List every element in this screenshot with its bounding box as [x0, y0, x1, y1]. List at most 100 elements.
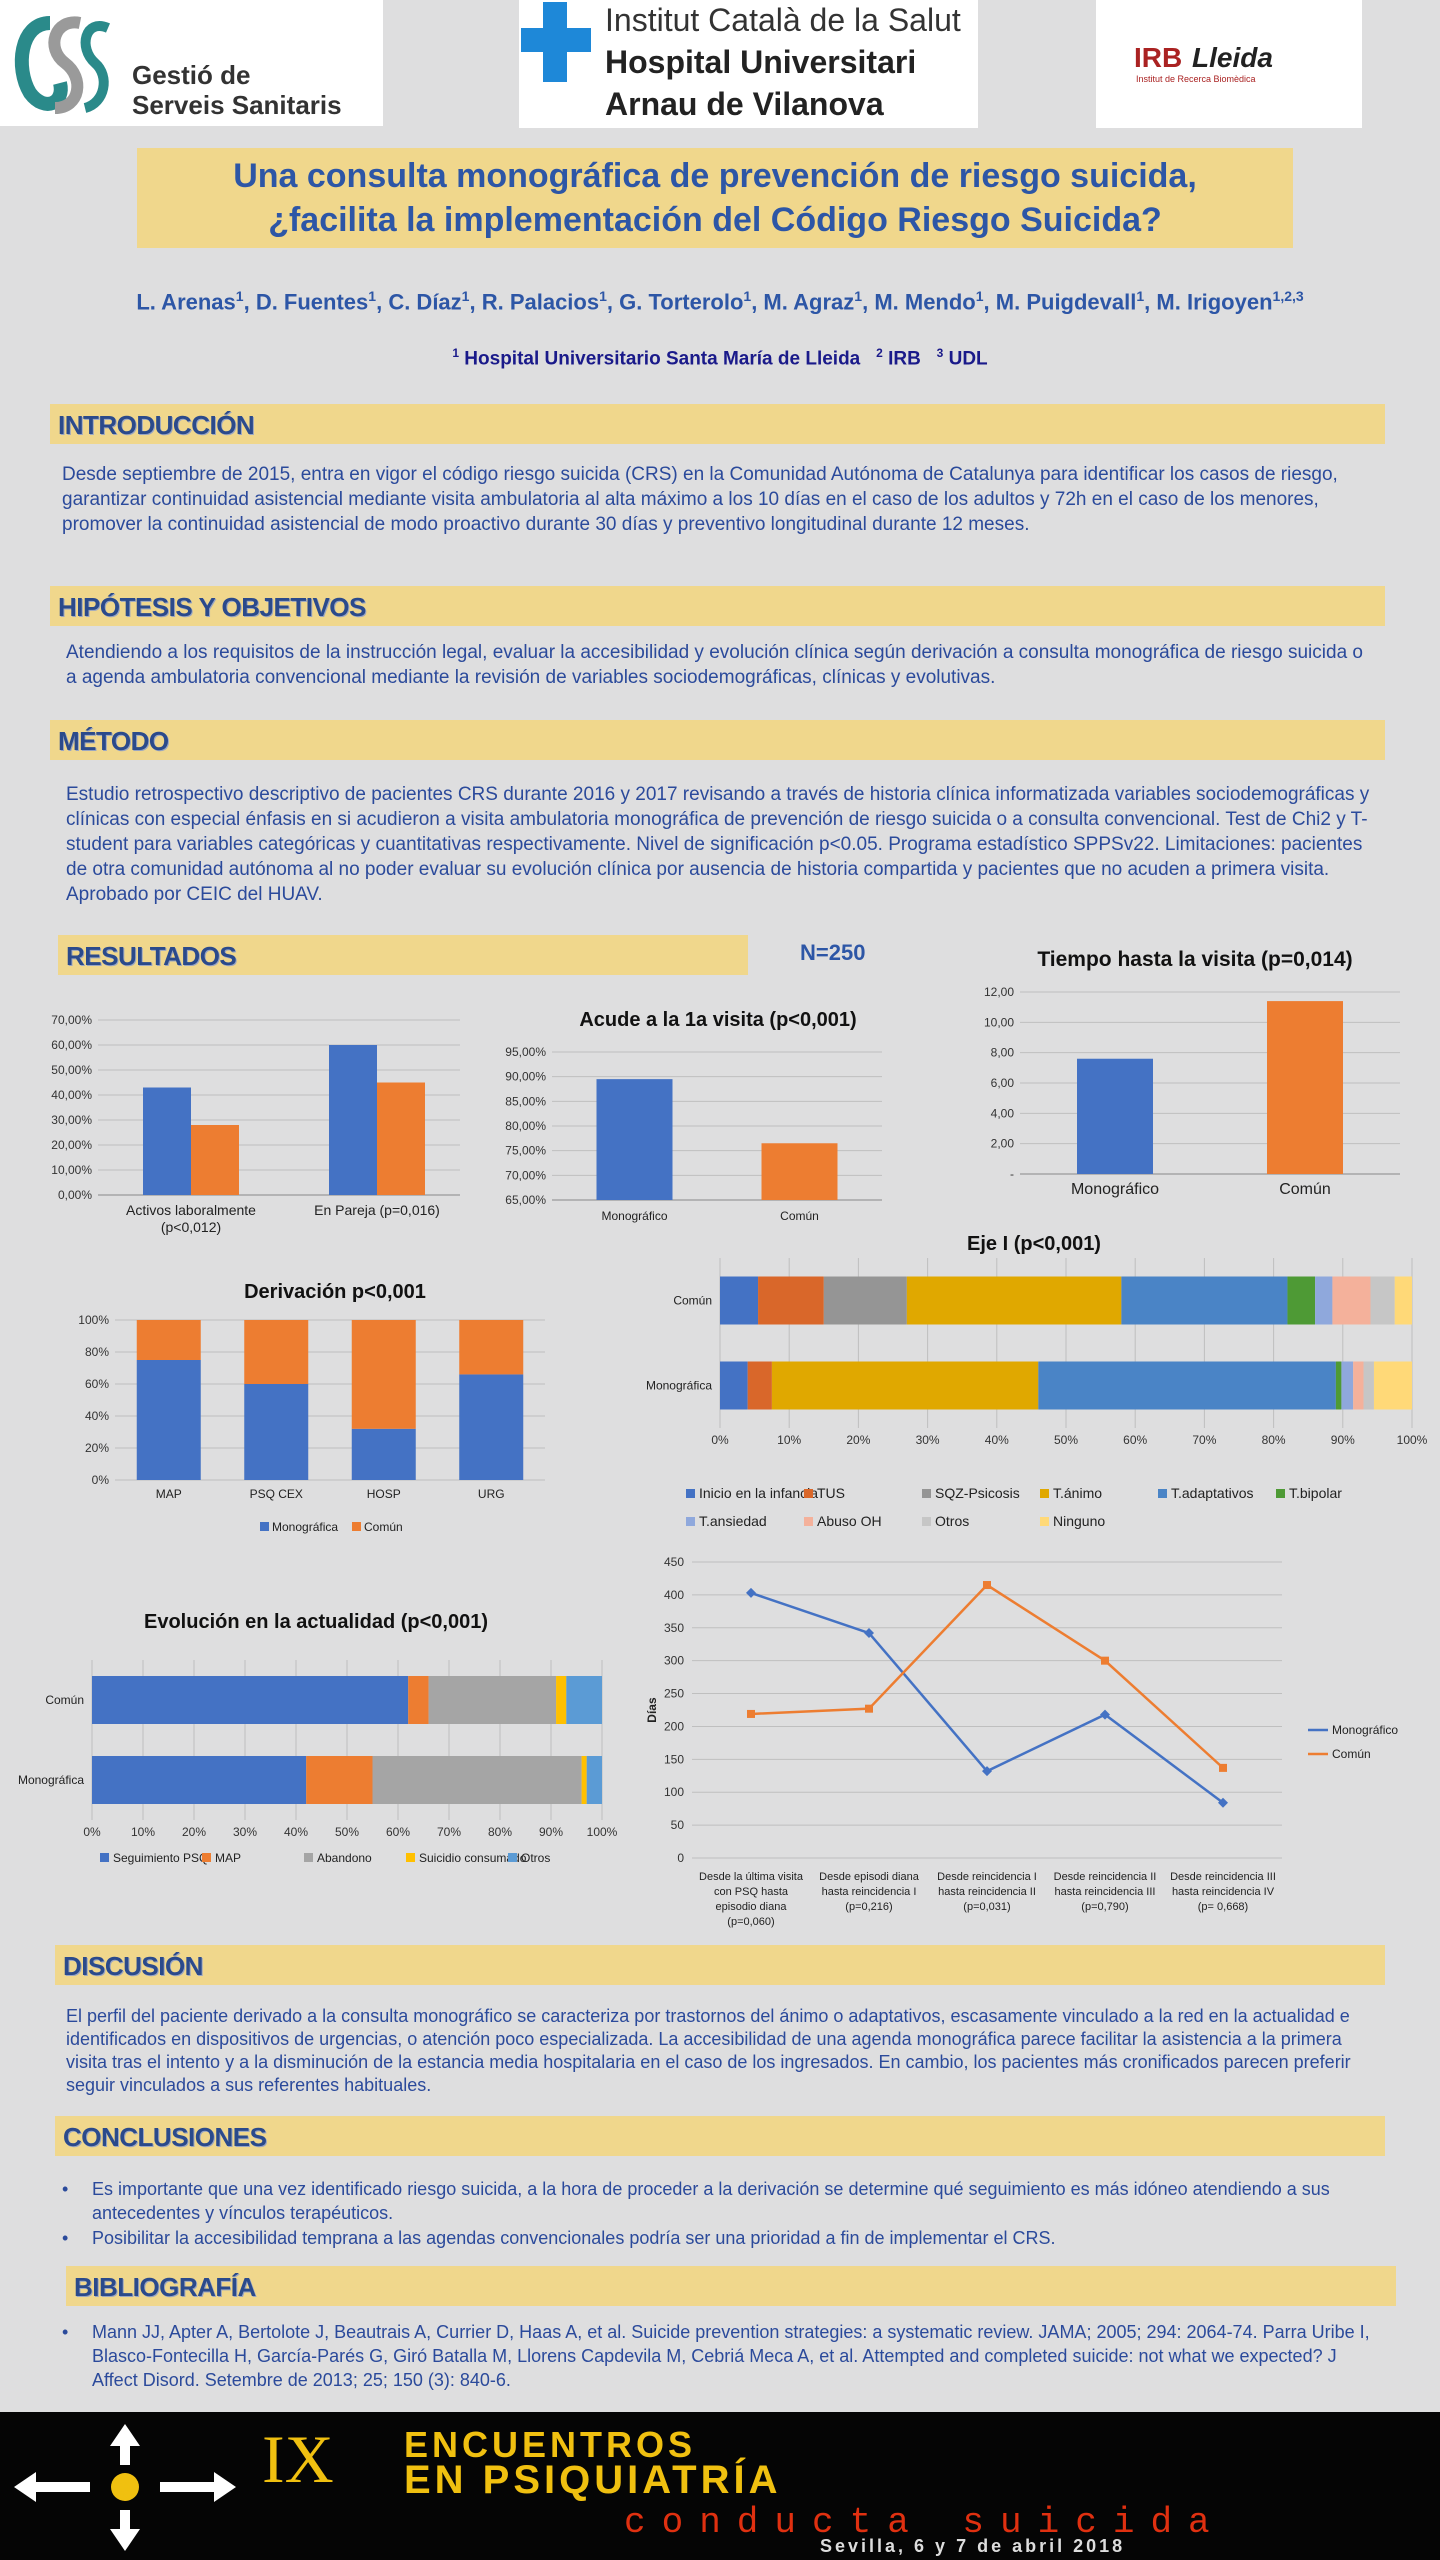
y-tick-label: Monográfica [18, 1773, 84, 1787]
x-tick-label: PSQ CEX [250, 1487, 303, 1501]
bar-segment [747, 1361, 772, 1410]
x-tick-label: 50% [335, 1825, 359, 1839]
bib-bullet-mark: • [62, 2322, 69, 2342]
met-header: MÉTODO [50, 720, 1385, 760]
footer-line1: ENCUENTROS [404, 2424, 697, 2465]
bar-segment [136, 1360, 201, 1480]
legend-label: T.ansiedad [699, 1513, 767, 1529]
x-tick-label: 100% [1397, 1433, 1428, 1447]
n-label: N=250 [800, 940, 866, 965]
hyp-title: HIPÓTESIS Y OBJETIVOS [58, 592, 366, 622]
y-tick-label: 30,00% [51, 1113, 92, 1127]
bar-segment [771, 1361, 1039, 1410]
y-tick-label: Monográfica [646, 1379, 712, 1393]
y-tick-label: 75,00% [505, 1144, 546, 1158]
author-sup: 1 [854, 288, 863, 304]
bar [596, 1079, 673, 1200]
x-tick-label: 60% [1123, 1433, 1147, 1447]
chart-acude: Acude a la 1a visita (p<0,001) 65,00% 70,0… [505, 1009, 882, 1223]
bar-segment [1370, 1276, 1395, 1325]
legend-label: Monográfico [1332, 1723, 1398, 1737]
x-tick-label: 10% [777, 1433, 801, 1447]
y-tick-label: 200 [664, 1719, 684, 1733]
y-tick-label: 20,00% [51, 1138, 92, 1152]
x-tick-label: (p=0,031) [963, 1901, 1010, 1913]
logo-irb: IRB Lleida Institut de Recerca Biomèdica [1096, 0, 1362, 128]
bar-segment [351, 1428, 416, 1480]
y-tick-label: 450 [664, 1555, 684, 1569]
chart-eje: Eje I (p<0,001) 0% 10% 20% 30% 40% 50% 60% 70% 80… [646, 1233, 1428, 1529]
author-name: R. Palacios [481, 289, 600, 315]
logo-irb-text: IRB [1134, 42, 1183, 73]
bar-segment [1341, 1361, 1354, 1410]
y-tick-label: 90,00% [505, 1070, 546, 1084]
y-tick-label: 250 [664, 1687, 684, 1701]
legend-swatch [804, 1517, 813, 1526]
x-tick-label: Desde episodi diana [819, 1871, 920, 1883]
y-tick-label: 0,00% [58, 1188, 92, 1202]
bar-segment [92, 1756, 307, 1804]
bar-segment [459, 1374, 524, 1480]
legend-swatch [202, 1853, 211, 1862]
y-tick-label: 400 [664, 1588, 684, 1602]
y-tick-label: 0% [92, 1473, 110, 1487]
author-sup: 1 [599, 288, 607, 304]
y-tick-label: 80% [85, 1345, 109, 1359]
y-tick-label: 40% [85, 1409, 109, 1423]
author-sup: 1 [235, 288, 244, 304]
data-point [864, 1628, 874, 1639]
bar-segment [556, 1676, 567, 1724]
legend-swatch [686, 1517, 695, 1526]
x-tick-label: Desde reincidencia III [1170, 1871, 1276, 1883]
bar-segment [1121, 1276, 1288, 1325]
affiliations: 1 Hospital Universitario Santa María de … [0, 346, 1440, 370]
x-tick-label: 80% [1262, 1433, 1286, 1447]
y-tick-label: 95,00% [505, 1045, 546, 1059]
legend-label: T.adaptativos [1171, 1485, 1254, 1501]
logo-ics-line3: Arnau de Vilanova [605, 86, 884, 122]
x-tick-label: 80% [488, 1825, 512, 1839]
bar-segment [720, 1276, 759, 1325]
y-tick-label: 10,00% [51, 1163, 92, 1177]
x-tick-label: hasta reincidencia I [822, 1886, 917, 1898]
y-tick-label: 6,00 [991, 1076, 1015, 1090]
author-name: L. Arenas [136, 289, 236, 315]
legend-swatch [352, 1522, 361, 1531]
chart-evolucion: Evolución en la actualidad (p<0,001) 0% 10… [18, 1611, 618, 1865]
y-tick-label: 70,00% [505, 1168, 546, 1182]
compass-arrows-icon [14, 2424, 236, 2551]
footer-line4: Sevilla, 6 y 7 de abril 2018 [820, 2536, 1126, 2556]
bar-segment [566, 1676, 602, 1724]
legend-label: Abuso OH [817, 1513, 882, 1529]
y-tick-label: 70,00% [51, 1013, 92, 1027]
disc-text: El perfil del paciente derivado a la con… [66, 2006, 1351, 2095]
x-tick-label: hasta reincidencia III [1055, 1886, 1156, 1898]
x-tick-label: Desde reincidencia I [937, 1871, 1037, 1883]
y-tick-label: Común [673, 1294, 712, 1308]
legend-label: Monográfica [272, 1520, 338, 1534]
bar-segment [586, 1756, 602, 1804]
logo-gss-line2: Serveis Sanitaris [132, 90, 342, 120]
title-line2: ¿facilita la implementación del Código R… [268, 201, 1162, 239]
legend-label: Suicidio consumado [419, 1851, 527, 1865]
bar [191, 1125, 239, 1195]
x-tick-label: Activos laboralmente [126, 1202, 256, 1218]
author-name: M. Agraz [763, 289, 855, 315]
conc-header: CONCLUSIONES [55, 2116, 1385, 2156]
aff1-sup: 1 [452, 346, 460, 360]
data-point [746, 1587, 756, 1598]
y-tick-label: 50 [671, 1818, 685, 1832]
legend-label: Inicio en la infancia [699, 1485, 818, 1501]
author-sup: 1 [368, 288, 377, 304]
legend-swatch [922, 1517, 931, 1526]
x-tick-label: 70% [1192, 1433, 1216, 1447]
series-line [750, 1583, 1224, 1769]
x-tick-label: 60% [386, 1825, 410, 1839]
x-tick-label: 10% [131, 1825, 155, 1839]
y-tick-label: 100 [664, 1785, 684, 1799]
author-sup: 1 [975, 288, 984, 304]
conc-bullet-2-mark: • [62, 2228, 69, 2248]
bar [1267, 1001, 1343, 1174]
author-name: M. Mendo [874, 289, 976, 315]
bar-segment [1335, 1361, 1342, 1410]
